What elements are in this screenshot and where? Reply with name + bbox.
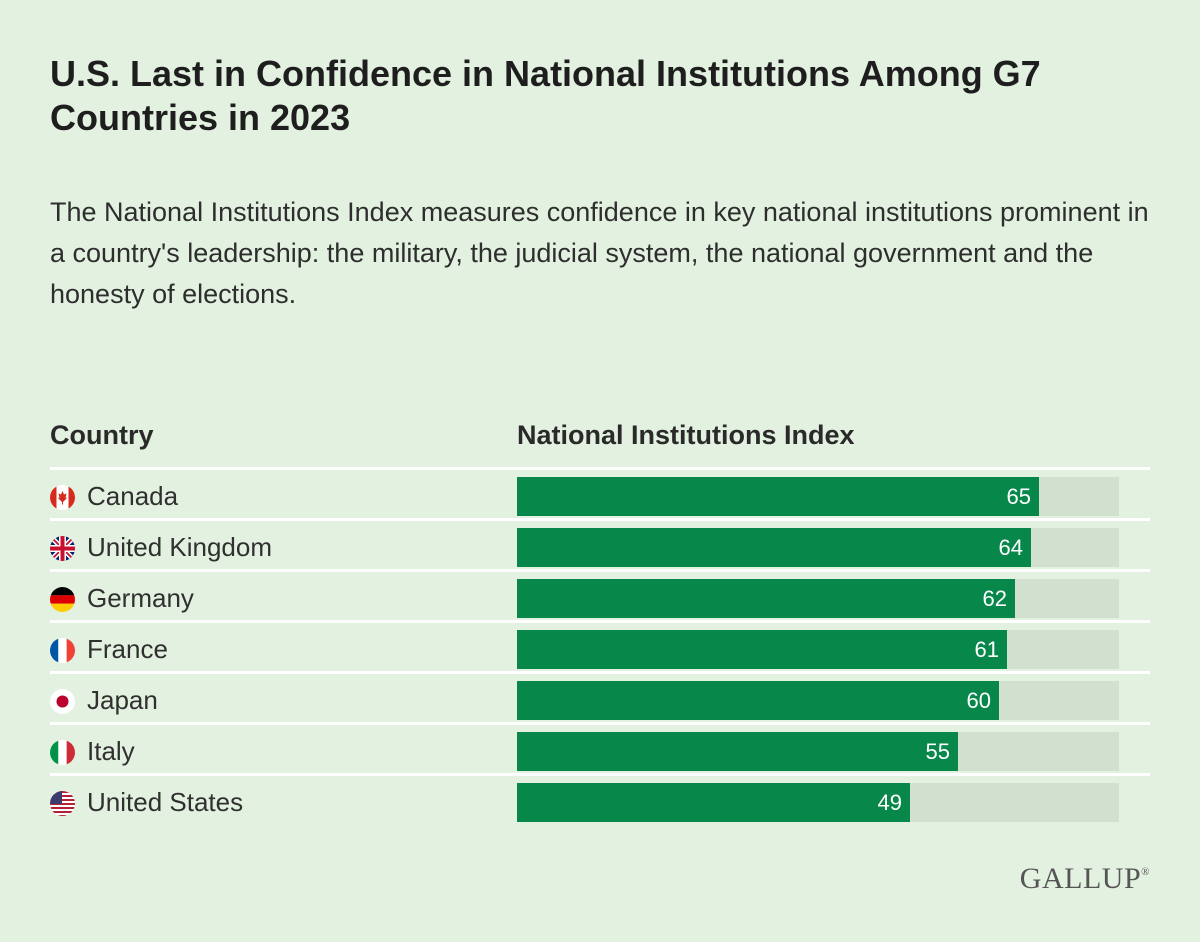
gallup-logo: GALLUP® [1019,862,1150,895]
table-row: France 61 [50,620,1150,671]
bar [517,477,1039,516]
bar [517,630,1007,669]
data-label: 61 [974,637,999,662]
table-row: Japan 60 [50,671,1150,722]
table-row: United Kingdom 64 [50,518,1150,569]
uk-flag-icon [50,536,75,561]
bar-track: 62 [517,579,1119,618]
bar-track: 64 [517,528,1119,567]
country-label: Italy [87,736,135,766]
chart-title: U.S. Last in Confidence in National Inst… [50,53,1041,138]
bar-chart: Canada 65 United Kingdom 64 Germany 62 France 6… [50,467,1150,824]
table-row: United States 49 [50,773,1150,824]
data-label: 64 [998,535,1023,560]
data-label: 60 [966,688,991,713]
bar [517,783,910,822]
data-label: 62 [982,586,1007,611]
country-label: United Kingdom [87,532,272,562]
bar [517,732,958,771]
bar [517,579,1015,618]
data-label: 55 [925,739,950,764]
bar-track: 65 [517,477,1119,516]
table-row: Canada 65 [50,467,1150,518]
bar [517,528,1031,567]
table-row: Germany 62 [50,569,1150,620]
italy-flag-icon [50,740,75,765]
data-label: 49 [877,790,902,815]
germany-flag-icon [50,587,75,612]
bar-track: 55 [517,732,1119,771]
country-label: United States [87,787,244,817]
country-label: Canada [87,481,179,511]
column-header-country: Country [50,420,154,450]
france-flag-icon [50,638,75,663]
usa-flag-icon [50,791,75,816]
bar [517,681,999,720]
chart-subtitle: The National Institutions Index measures… [50,197,1149,309]
country-label: Japan [87,685,158,715]
bar-track: 61 [517,630,1119,669]
bar-track: 60 [517,681,1119,720]
country-label: Germany [87,583,194,613]
table-row: Italy 55 [50,722,1150,773]
data-label: 65 [1006,484,1031,509]
column-header-index: National Institutions Index [517,420,855,450]
bar-track: 49 [517,783,1119,822]
canada-flag-icon [50,485,75,510]
country-label: France [87,634,168,664]
japan-flag-icon [50,689,75,714]
